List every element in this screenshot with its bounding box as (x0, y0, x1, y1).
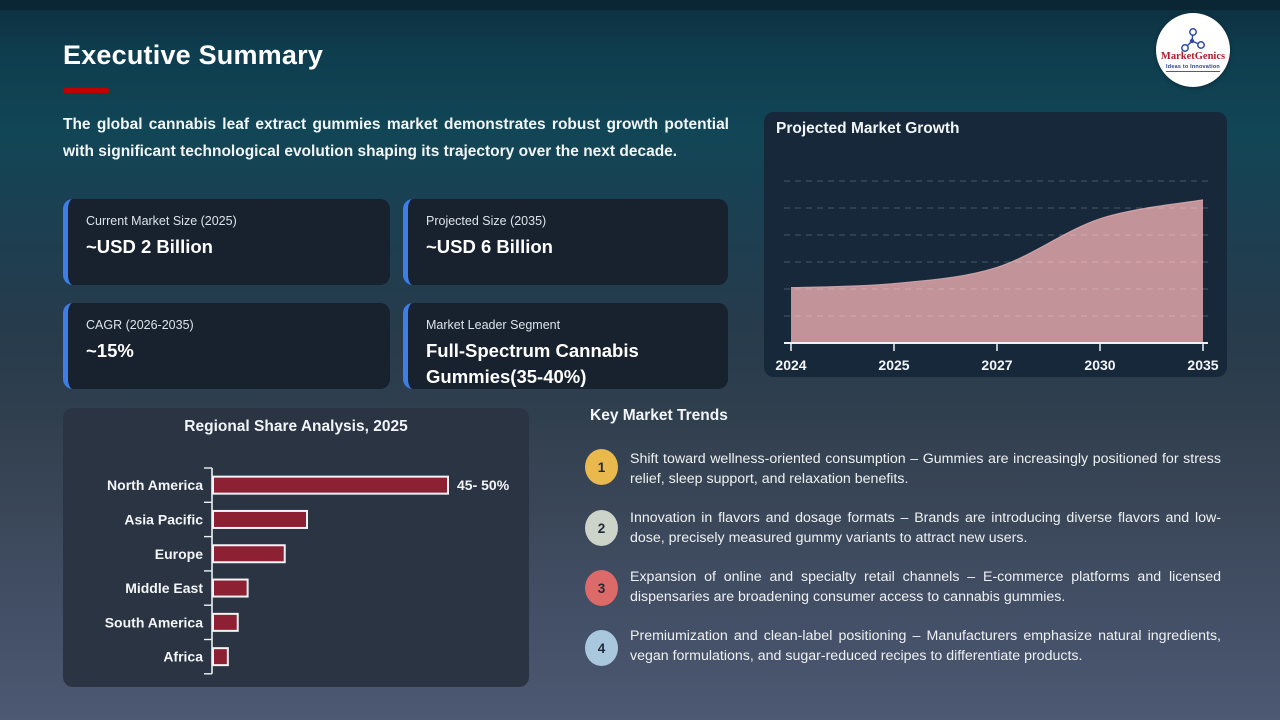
stat-card-projected-size: Projected Size (2035) ~USD 6 Billion (403, 199, 728, 285)
svg-text:Europe: Europe (155, 546, 203, 562)
stat-label: CAGR (2026-2035) (86, 318, 194, 332)
growth-chart-title: Projected Market Growth (776, 120, 960, 137)
stat-value: Full-Spectrum Cannabis Gummies(35-40%) (426, 340, 639, 387)
svg-text:2024: 2024 (775, 357, 806, 373)
stat-label: Current Market Size (2025) (86, 214, 237, 228)
key-market-trends-title: Key Market Trends (590, 407, 728, 424)
stat-card-cagr: CAGR (2026-2035) ~15% (63, 303, 390, 389)
svg-text:2025: 2025 (878, 357, 909, 373)
trend-item-text: Premiumization and clean-label positioni… (630, 628, 1221, 664)
trend-item-text: Innovation in flavors and dosage formats… (630, 510, 1221, 546)
stat-value: ~USD 2 Billion (86, 236, 213, 257)
stat-value: ~15% (86, 340, 134, 361)
svg-text:North America: North America (107, 477, 203, 493)
trend-number-badge: 3 (585, 570, 618, 606)
title-underline (63, 88, 109, 93)
regional-bar-chart: North America 45- 50% Asia Pacific Europe Mi… (105, 467, 510, 675)
trend-item-text: Expansion of online and specialty retail… (630, 569, 1221, 605)
svg-text:Middle East: Middle East (125, 580, 203, 596)
trend-number-badge: 4 (585, 630, 618, 666)
stat-card-market-leader: Market Leader Segment Full-Spectrum Cann… (403, 303, 728, 389)
stat-card-current-market-size: Current Market Size (2025) ~USD 2 Billio… (63, 199, 390, 285)
trend-number-badge: 2 (585, 510, 618, 546)
brand-name: MarketGenics (1160, 50, 1226, 62)
top-strip (0, 0, 1280, 10)
svg-text:2030: 2030 (1084, 357, 1115, 373)
regional-share-card: Regional Share Analysis, 2025 North Amer… (63, 408, 529, 687)
svg-text:45- 50%: 45- 50% (457, 477, 510, 493)
trend-item-text: Shift toward wellness-oriented consumpti… (630, 451, 1221, 487)
regional-chart-title: Regional Share Analysis, 2025 (184, 418, 408, 435)
page-title: Executive Summary (63, 40, 324, 70)
growth-area-chart: 2024 2025 2027 2030 2035 (775, 180, 1219, 373)
molecule-icon (1181, 27, 1205, 52)
stat-value: ~USD 6 Billion (426, 236, 553, 257)
brand-tagline: Ideas to Innovation (1166, 64, 1220, 73)
svg-text:2027: 2027 (981, 357, 1012, 373)
svg-text:Africa: Africa (163, 649, 203, 665)
intro-paragraph: The global cannabis leaf extract gummies… (63, 116, 729, 160)
stat-label: Market Leader Segment (426, 318, 561, 332)
svg-text:2035: 2035 (1187, 357, 1218, 373)
svg-text:South America: South America (105, 614, 203, 630)
brand-logo: MarketGenics Ideas to Innovation (1156, 13, 1230, 87)
trend-number-badge: 1 (585, 449, 618, 485)
projected-market-growth-card: Projected Market Growth 2024 2025 2027 2030… (764, 112, 1227, 377)
stat-label: Projected Size (2035) (426, 214, 547, 228)
svg-text:Asia Pacific: Asia Pacific (124, 511, 203, 527)
